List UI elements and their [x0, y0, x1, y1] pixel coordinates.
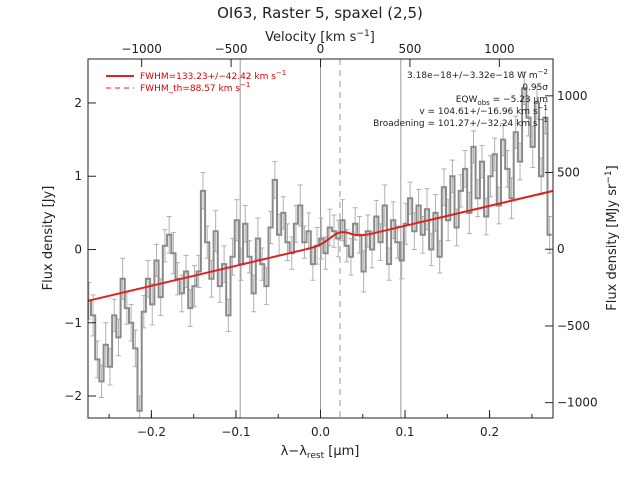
right-tick-label: −1000	[557, 396, 598, 410]
top-axis-label: Velocity [km s−1]	[265, 29, 375, 45]
spectrum-line	[88, 87, 552, 412]
x-axis-ticks: −0.2 −0.1 0.0 0.1 0.2	[108, 410, 533, 439]
chart-title: OI63, Raster 5, spaxel (2,5)	[217, 4, 423, 22]
y-tick-label: 2	[74, 96, 82, 110]
annotation-line-broadening: Broadening = 101.27+/−32.24 km s−1	[373, 116, 548, 129]
y-axis-ticks: −2 −1 0 1 2	[64, 96, 96, 403]
top-tick-label: 0	[317, 42, 325, 56]
spectrum-series	[88, 87, 552, 412]
legend-label-fwhm-th: FWHM_th=88.57 km s−1	[140, 81, 250, 94]
y-tick-label: −2	[64, 389, 82, 403]
right-tick-label: 1000	[557, 89, 588, 103]
y-tick-label: −1	[64, 316, 82, 330]
top-axis-ticks: −1000 −500 0 500 1000	[121, 42, 515, 67]
legend-label-fwhm: FWHM=133.23+/−42.42 km s−1	[140, 69, 286, 82]
x-tick-label: 0.2	[480, 425, 499, 439]
right-tick-label: −500	[557, 319, 590, 333]
y-tick-label: 0	[74, 242, 82, 256]
fit-annotations: 3.18e−18+/−3.32e−18 W m−2 0.95σ EQWobs =…	[373, 68, 548, 129]
x-axis-label: λ−λrest [μm]	[281, 444, 360, 461]
fit-series	[88, 189, 553, 302]
plot-area	[87, 58, 554, 419]
top-tick-label: 1000	[484, 42, 515, 56]
top-tick-label: −1000	[121, 42, 162, 56]
y-tick-label: 1	[74, 169, 82, 183]
y-axis-label: Flux density [Jy]	[41, 186, 56, 291]
annotation-line-flux: 3.18e−18+/−3.32e−18 W m−2	[407, 68, 548, 81]
right-tick-label: 0	[557, 242, 565, 256]
x-tick-label: −0.1	[221, 425, 250, 439]
right-tick-label: 500	[557, 166, 580, 180]
right-axis-ticks: −1000 −500 0 500 1000	[545, 89, 598, 410]
x-tick-label: 0.1	[395, 425, 414, 439]
top-tick-label: 500	[398, 42, 421, 56]
x-tick-label: 0.0	[311, 425, 330, 439]
annotation-line-sigma: 0.95σ	[522, 83, 548, 93]
top-tick-label: −500	[215, 42, 248, 56]
legend: FWHM=133.23+/−42.42 km s−1 FWHM_th=88.57…	[106, 69, 286, 94]
annotation-line-velocity: v = 104.61+/−16.96 km s−1	[419, 104, 548, 117]
fit-line	[88, 189, 553, 302]
x-tick-label: −0.2	[137, 425, 166, 439]
right-axis-label: Flux density [MJy sr−1]	[604, 165, 620, 310]
annotation-line-eqw: EQWobs = −5.23 μm	[456, 95, 548, 107]
